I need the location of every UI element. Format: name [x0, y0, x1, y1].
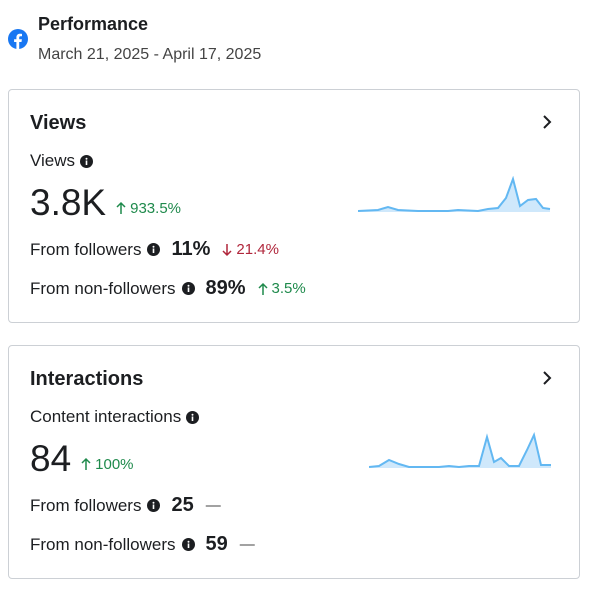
row-label: From followers [30, 495, 142, 515]
sparkline [369, 432, 551, 469]
chevron[interactable] [541, 370, 553, 386]
info-icon[interactable] [181, 282, 195, 295]
info-icon[interactable] [80, 154, 94, 168]
breakdown-row: From non-followers 89% 3.5% [30, 277, 306, 300]
date-range: March 21, 2025 - April 17, 2025 [38, 46, 262, 63]
change-text: — [239, 536, 255, 553]
change: 3.5% [258, 280, 306, 297]
change-text: 21.4% [236, 241, 279, 258]
row-label: From non-followers [30, 278, 176, 298]
change-text: — [205, 497, 221, 514]
row-value: 59 [205, 533, 228, 555]
change-text: 100% [95, 455, 134, 473]
metric-label-row: Content interactions [30, 407, 200, 427]
breakdown-row: From followers 25 — [30, 494, 221, 517]
metric-value: 3.8K [30, 182, 107, 223]
change-text: 3.5% [271, 280, 306, 297]
row-value: 11% [171, 238, 211, 260]
breakdown-row: From followers 11% 21.4% [30, 238, 279, 261]
row-value: 89% [205, 277, 246, 299]
metric-row: 3.8K 933.5% [30, 182, 181, 224]
info-icon[interactable] [186, 410, 200, 424]
interactions-card[interactable]: Interactions Content interactions 84 100%… [8, 345, 580, 579]
row-label: From followers [30, 239, 142, 259]
chevron[interactable] [541, 114, 553, 130]
change: 933.5% [116, 200, 181, 217]
metric-label: Content interactions [30, 407, 182, 426]
metric-label-row: Views [30, 151, 94, 171]
info-icon[interactable] [147, 499, 161, 512]
metric-label: Views [30, 151, 76, 170]
info-icon[interactable] [181, 538, 195, 551]
header-title: Performance [38, 14, 149, 34]
info-icon[interactable] [147, 243, 161, 256]
facebook-icon [8, 29, 28, 49]
row-label: From non-followers [30, 534, 176, 554]
change-text: 933.5% [130, 199, 181, 217]
change: 100% [81, 455, 134, 473]
metric-value: 84 [30, 438, 72, 479]
metric-row: 84 100% [30, 438, 134, 480]
sparkline [358, 176, 551, 213]
breakdown-row: From non-followers 59 — [30, 533, 255, 556]
row-value: 25 [171, 494, 194, 516]
change: 21.4% [222, 241, 279, 258]
card-title: Interactions [30, 368, 144, 390]
views-card[interactable]: Views Views 3.8K 933.5% From followers 11%… [8, 89, 580, 323]
card-title: Views [30, 112, 87, 134]
